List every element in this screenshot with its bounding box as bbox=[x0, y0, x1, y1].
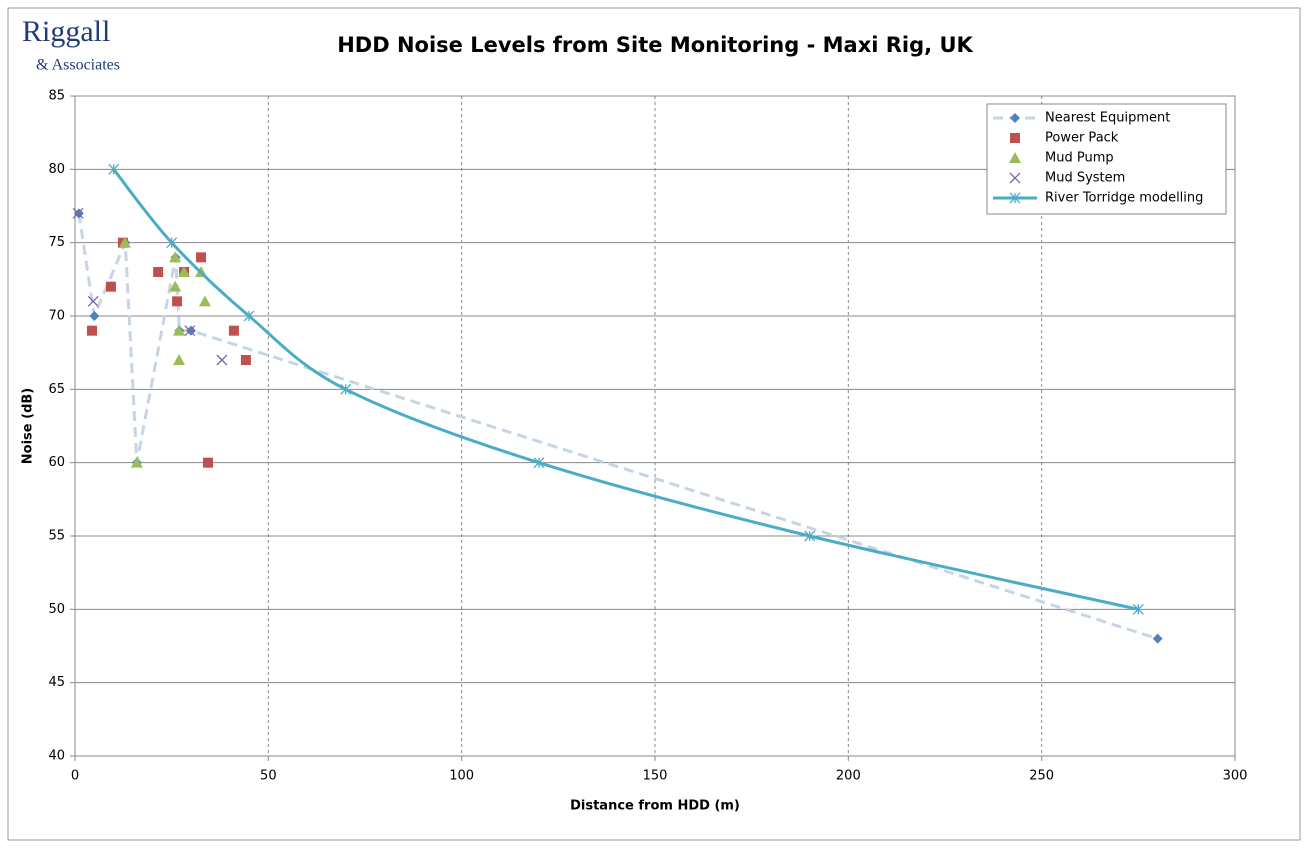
marker bbox=[216, 354, 228, 366]
marker bbox=[1010, 133, 1020, 143]
legend-label: Mud System bbox=[1045, 171, 1125, 186]
x-tick-label: 300 bbox=[1223, 769, 1248, 784]
legend-box bbox=[986, 103, 1227, 215]
marker bbox=[1009, 152, 1021, 163]
marker bbox=[172, 296, 183, 307]
marker bbox=[1132, 603, 1144, 615]
marker bbox=[153, 267, 164, 277]
marker bbox=[87, 325, 98, 336]
marker bbox=[169, 280, 182, 292]
marker bbox=[340, 383, 352, 395]
marker bbox=[178, 266, 191, 277]
x-axis-label: Distance from HDD (m) bbox=[570, 799, 740, 814]
plot-border bbox=[74, 95, 1236, 757]
marker bbox=[228, 325, 239, 336]
logo-name: Riggall bbox=[22, 15, 110, 48]
marker bbox=[1009, 192, 1021, 204]
x-tick-label: 150 bbox=[643, 769, 668, 784]
marker bbox=[118, 236, 131, 248]
marker bbox=[1010, 113, 1020, 123]
legend-label: Nearest Equipment bbox=[1045, 111, 1170, 126]
y-tick-label: 60 bbox=[48, 455, 65, 470]
legend-label: Mud Pump bbox=[1045, 151, 1114, 166]
marker bbox=[173, 324, 186, 336]
y-axis-label: Noise (dB) bbox=[21, 388, 36, 464]
x-tick-label: 100 bbox=[449, 769, 474, 784]
marker bbox=[533, 457, 545, 469]
marker bbox=[169, 251, 182, 263]
marker bbox=[184, 325, 196, 337]
marker bbox=[87, 295, 99, 307]
legend-label: River Torridge modelling bbox=[1045, 191, 1203, 206]
marker bbox=[243, 310, 255, 322]
y-tick-label: 80 bbox=[48, 162, 65, 177]
chart-title: HDD Noise Levels from Site Monitoring - … bbox=[337, 33, 973, 57]
marker bbox=[166, 237, 178, 249]
marker bbox=[196, 252, 207, 263]
y-tick-label: 70 bbox=[48, 309, 65, 324]
y-tick-label: 55 bbox=[48, 529, 65, 544]
marker bbox=[105, 281, 116, 292]
x-tick-label: 200 bbox=[836, 769, 861, 784]
y-tick-label: 85 bbox=[48, 89, 65, 104]
marker bbox=[173, 354, 186, 365]
legend-label: Power Pack bbox=[1045, 131, 1119, 146]
marker bbox=[804, 530, 816, 542]
y-tick-label: 45 bbox=[48, 675, 65, 690]
marker bbox=[130, 456, 143, 468]
y-tick-label: 50 bbox=[48, 602, 65, 617]
marker bbox=[89, 311, 100, 321]
y-tick-label: 40 bbox=[48, 749, 65, 764]
x-tick-label: 0 bbox=[71, 769, 79, 784]
marker bbox=[186, 325, 196, 336]
logo-tagline: & Associates bbox=[36, 57, 120, 74]
x-tick-label: 250 bbox=[1029, 769, 1054, 784]
marker bbox=[72, 207, 84, 219]
series-line bbox=[112, 168, 1139, 611]
marker bbox=[1009, 172, 1021, 184]
marker bbox=[240, 355, 251, 365]
y-tick-label: 65 bbox=[48, 382, 65, 397]
marker bbox=[1152, 633, 1163, 644]
marker bbox=[108, 163, 120, 175]
marker bbox=[203, 457, 214, 468]
marker bbox=[198, 295, 211, 307]
x-tick-label: 50 bbox=[260, 769, 277, 784]
y-tick-label: 75 bbox=[48, 235, 65, 250]
